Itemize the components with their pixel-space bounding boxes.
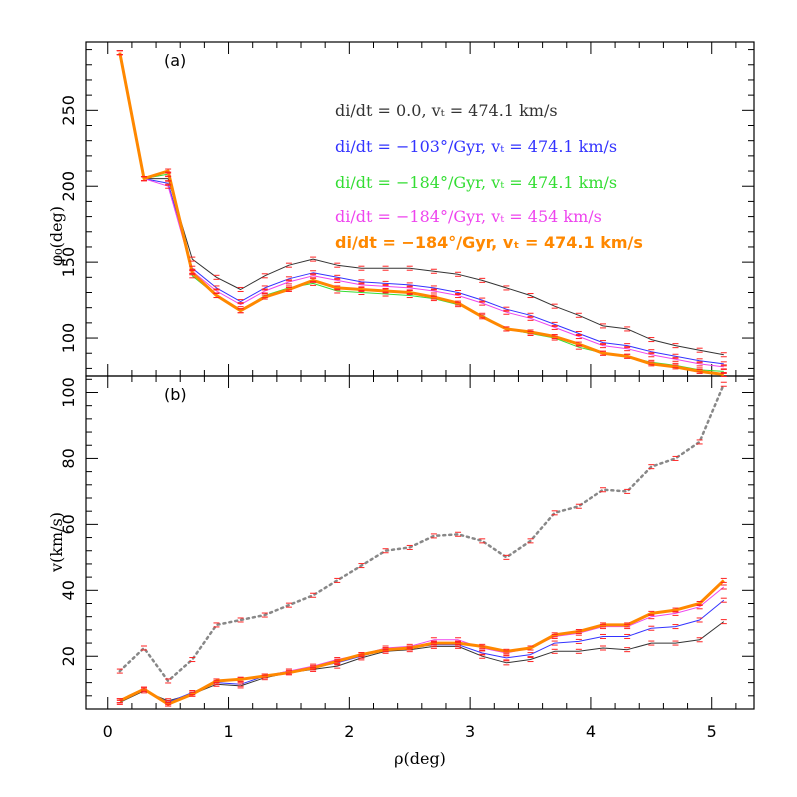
series-line-a-4: [119, 52, 724, 368]
panel-a-series: [116, 50, 727, 377]
y-tick-label-b: 40: [59, 580, 78, 600]
x-tick-label: 3: [465, 722, 475, 741]
series-line-b-1: [118, 382, 726, 683]
y-tick-label-a: 200: [59, 171, 78, 202]
legend: di/dt = 0.0, vₜ = 474.1 km/s di/dt = −10…: [335, 101, 643, 252]
legend-entry-1: di/dt = 0.0, vₜ = 474.1 km/s: [335, 101, 558, 120]
x-tick-label: 0: [103, 722, 113, 741]
y-tick-label-a: 100: [59, 323, 78, 354]
series-line-b-2: [119, 621, 725, 703]
x-axis-label: ρ(deg): [394, 749, 446, 768]
y-tick-label-b: 80: [59, 448, 78, 468]
y-tick-label-b: 60: [59, 514, 78, 534]
x-tick-label: 1: [223, 722, 233, 741]
legend-entry-4: di/dt = −184°/Gyr, vₜ = 454 km/s: [335, 207, 602, 226]
series-line-a-1: [119, 52, 724, 356]
panel-a-label: (a): [164, 51, 186, 70]
series-line-a-2: [119, 52, 724, 365]
series-line-a-5: [118, 52, 724, 376]
panel-b-ylabel: v(km/s): [47, 512, 66, 573]
y-tick-label-b: 20: [59, 646, 78, 666]
x-tick-label: 2: [344, 722, 354, 741]
series-line-b-5: [119, 579, 725, 706]
y-tick-label-b: 100: [59, 377, 78, 408]
y-tick-label-a: 250: [59, 95, 78, 126]
panel-a-ticks: 100 150 200 250: [59, 42, 754, 376]
legend-entry-5: di/dt = −184°/Gyr, vₜ = 474.1 km/s: [335, 233, 643, 252]
legend-entry-2: di/dt = −103°/Gyr, vₜ = 474.1 km/s: [335, 137, 617, 156]
x-tick-label: 4: [586, 722, 596, 741]
x-tick-label: 5: [707, 722, 717, 741]
legend-entry-3: di/dt = −184°/Gyr, vₜ = 474.1 km/s: [335, 173, 617, 192]
panel-b-ticks: 20 40 60 80 100 0 1 2 3 4 5: [59, 376, 754, 741]
panel-a-ylabel: φ₀(deg): [47, 206, 66, 266]
panel-b-series: [116, 381, 727, 707]
y-tick-label-a: 150: [59, 247, 78, 278]
panel-b-label: (b): [164, 385, 187, 404]
panel-b-frame: [85, 375, 755, 710]
